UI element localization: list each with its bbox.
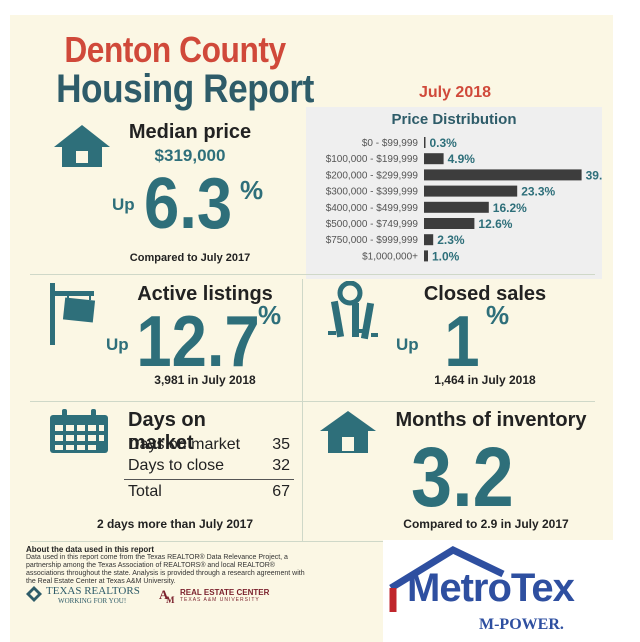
about-title: About the data used in this report bbox=[26, 545, 155, 554]
category-tick-label: $750,000 - $999,999 bbox=[326, 235, 419, 246]
report-page: Denton County Housing Report July 2018 M… bbox=[10, 15, 613, 642]
price-bar bbox=[424, 137, 426, 148]
median-price-direction: Up bbox=[112, 195, 135, 214]
price-bar bbox=[424, 250, 428, 262]
months-of-inventory-compare: Compared to 2.9 in July 2017 bbox=[403, 517, 569, 531]
divider-vertical bbox=[302, 279, 303, 541]
keys-icon bbox=[328, 281, 378, 340]
price-bar bbox=[424, 201, 489, 213]
bar-value-label: 39.4% bbox=[586, 168, 602, 182]
median-price-change: 6.3 bbox=[144, 164, 233, 244]
dom-row-label: Days on market bbox=[128, 436, 241, 453]
dom-row-days-to-close: Days to close 32 bbox=[128, 457, 290, 475]
closed-sales-change: 1 bbox=[444, 302, 480, 382]
category-tick-label: $200,000 - $299,999 bbox=[326, 170, 419, 181]
closed-sales-label: Closed sales bbox=[423, 283, 547, 305]
median-price-value: $319,000 bbox=[154, 146, 226, 165]
median-price-pct: % bbox=[240, 175, 264, 205]
rec-subtitle: TEXAS A&M UNIVERSITY bbox=[180, 597, 260, 603]
house-icon bbox=[54, 125, 110, 167]
price-bar bbox=[424, 153, 444, 165]
house-icon bbox=[320, 411, 376, 453]
bar-value-label: 12.6% bbox=[478, 217, 512, 231]
category-tick-label: $300,000 - $399,999 bbox=[326, 187, 419, 198]
svg-text:A: A bbox=[159, 587, 169, 602]
bar-value-label: 0.3% bbox=[430, 136, 458, 150]
texas-realtors-tagline: WORKING FOR YOU! bbox=[58, 597, 127, 605]
active-listings-pct: % bbox=[258, 300, 282, 330]
dom-row-value: 35 bbox=[272, 436, 290, 453]
texas-realtors-mark-icon bbox=[26, 586, 42, 602]
closed-sales-pct: % bbox=[486, 300, 510, 330]
active-listings-direction: Up bbox=[106, 335, 129, 354]
closed-sales-detail: 1,464 in July 2018 bbox=[434, 373, 536, 387]
metrotex-name: MetroTex bbox=[407, 566, 575, 610]
report-title-county: Denton County bbox=[64, 29, 286, 70]
months-of-inventory-label: Months of inventory bbox=[395, 409, 587, 431]
svg-text:M: M bbox=[166, 595, 175, 604]
days-on-market-compare: 2 days more than July 2017 bbox=[96, 517, 254, 531]
bar-value-label: 1.0% bbox=[432, 249, 460, 263]
rec-name: REAL ESTATE CENTER bbox=[180, 588, 270, 597]
report-month: July 2018 bbox=[418, 84, 492, 101]
divider-2 bbox=[30, 401, 595, 402]
price-bar bbox=[424, 218, 475, 229]
texas-realtors-name: TEXAS REALTORS bbox=[46, 585, 140, 597]
sign-icon bbox=[50, 283, 96, 345]
calendar-icon bbox=[50, 409, 108, 453]
active-listings-change: 12.7 bbox=[136, 302, 260, 382]
median-price-compare: Compared to July 2017 bbox=[129, 252, 251, 264]
days-on-market-label: Days on market bbox=[128, 409, 206, 454]
report-title: Housing Report bbox=[56, 67, 314, 111]
texas-am-icon: A M bbox=[159, 587, 175, 604]
bar-value-label: 16.2% bbox=[493, 201, 527, 215]
price-bar bbox=[424, 234, 434, 246]
bar-value-label: 4.9% bbox=[448, 152, 476, 166]
dom-row-days-on-market: Days on market 35 bbox=[128, 436, 290, 454]
divider-1 bbox=[30, 274, 595, 275]
category-tick-label: $400,000 - $499,999 bbox=[326, 203, 419, 214]
dom-row-value: 32 bbox=[272, 457, 290, 474]
active-listings-label: Active listings bbox=[137, 283, 273, 305]
category-tick-label: $0 - $99,999 bbox=[362, 138, 419, 149]
months-of-inventory-value: 3.2 bbox=[411, 430, 514, 524]
active-listings-detail: 3,981 in July 2018 bbox=[154, 373, 256, 387]
category-tick-label: $1,000,000+ bbox=[362, 251, 418, 262]
metrotex-roof-icon bbox=[389, 546, 505, 612]
price-bar bbox=[424, 169, 582, 181]
dom-row-value: 67 bbox=[272, 483, 290, 500]
closed-sales-direction: Up bbox=[396, 335, 419, 354]
price-distribution-chart: Price Distribution $0 - $99,999 0.3% $100,… bbox=[306, 107, 602, 279]
divider-3 bbox=[30, 541, 595, 542]
bar-value-label: 2.3% bbox=[437, 233, 465, 247]
median-price-label: Median price bbox=[128, 121, 252, 143]
about-text: Data used in this report come from the T… bbox=[26, 554, 305, 585]
price-bar bbox=[424, 185, 518, 197]
chart-title: Price Distribution bbox=[391, 111, 517, 128]
dom-row-label: Total bbox=[128, 483, 162, 500]
metrotex-logo: MetroTex M-POWER. bbox=[383, 540, 613, 642]
category-tick-label: $100,000 - $199,999 bbox=[326, 154, 419, 165]
bar-value-label: 23.3% bbox=[521, 185, 555, 199]
dom-total-divider bbox=[124, 479, 294, 480]
dom-row-total: Total 67 bbox=[128, 483, 290, 501]
metrotex-tagline: M-POWER. bbox=[479, 616, 564, 633]
category-tick-label: $500,000 - $749,999 bbox=[326, 219, 419, 230]
chart-canvas: $0 - $99,999 0.3% $100,000 - $199,999 4.9% $… bbox=[326, 136, 602, 263]
dom-row-label: Days to close bbox=[128, 457, 225, 474]
